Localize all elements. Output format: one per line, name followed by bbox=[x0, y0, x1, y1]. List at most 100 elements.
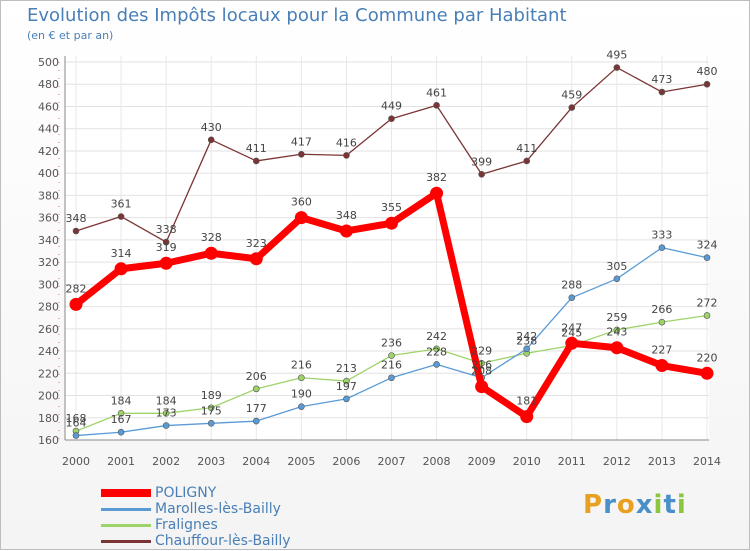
legend-item: Chauffour-lès-Bailly bbox=[101, 533, 361, 549]
data-label: 416 bbox=[336, 136, 357, 149]
data-label: 360 bbox=[291, 196, 312, 209]
x-tick-label: 2007 bbox=[378, 455, 406, 468]
data-point bbox=[385, 216, 398, 230]
legend-label: POLIGNY bbox=[155, 485, 217, 501]
legend-label: Chauffour-lès-Bailly bbox=[155, 533, 291, 549]
plot-area bbox=[65, 56, 709, 440]
data-label: 177 bbox=[246, 402, 267, 415]
data-point bbox=[703, 254, 711, 261]
data-label: 184 bbox=[156, 394, 177, 407]
y-tick-label: 180 bbox=[38, 412, 59, 425]
proxiti-logo: Proxiti bbox=[583, 490, 687, 520]
y-tick-label: 220 bbox=[38, 367, 59, 380]
data-point bbox=[520, 410, 534, 424]
data-point bbox=[252, 385, 260, 393]
y-tick-label: 280 bbox=[38, 301, 59, 314]
x-tick-label: 2002 bbox=[152, 455, 180, 468]
data-label: 430 bbox=[201, 121, 222, 134]
data-point bbox=[523, 345, 531, 353]
data-point bbox=[204, 246, 218, 260]
x-tick-label: 2014 bbox=[693, 455, 721, 468]
data-point bbox=[117, 428, 125, 436]
data-label: 411 bbox=[516, 142, 537, 155]
y-tick-label: 240 bbox=[38, 345, 59, 358]
legend-item: Marolles-lès-Bailly bbox=[101, 501, 361, 517]
data-point bbox=[207, 420, 215, 427]
data-label: 213 bbox=[336, 362, 357, 375]
data-label: 323 bbox=[246, 237, 267, 250]
data-label: 164 bbox=[66, 417, 87, 430]
y-tick-label: 400 bbox=[38, 167, 59, 180]
logo-letter: x bbox=[635, 490, 654, 520]
data-label: 236 bbox=[381, 337, 402, 350]
y-tick-label: 160 bbox=[38, 434, 59, 447]
data-label: 259 bbox=[606, 311, 627, 324]
data-label: 167 bbox=[111, 413, 132, 426]
data-label: 288 bbox=[561, 279, 582, 292]
chart-subtitle: (en € et par an) bbox=[27, 29, 114, 42]
data-point bbox=[117, 213, 125, 220]
x-tick-label: 2013 bbox=[648, 455, 676, 468]
x-tick-label: 2005 bbox=[287, 455, 315, 468]
data-point bbox=[523, 157, 531, 165]
data-point bbox=[610, 341, 624, 355]
data-label: 245 bbox=[561, 327, 582, 340]
data-point bbox=[294, 211, 308, 225]
y-tick-label: 500 bbox=[38, 56, 59, 69]
legend-label: Fralignes bbox=[155, 517, 218, 533]
logo-letter: i bbox=[676, 490, 687, 520]
x-tick-label: 2010 bbox=[513, 455, 541, 468]
data-point bbox=[568, 294, 576, 301]
y-tick-label: 480 bbox=[38, 78, 59, 91]
data-point bbox=[343, 377, 350, 385]
data-label: 216 bbox=[471, 359, 492, 372]
legend-swatch bbox=[101, 524, 151, 527]
data-point bbox=[703, 312, 711, 319]
data-label: 227 bbox=[651, 344, 672, 357]
data-point bbox=[159, 256, 173, 270]
data-label: 473 bbox=[651, 73, 672, 86]
legend-label: Marolles-lès-Bailly bbox=[155, 501, 281, 517]
data-point bbox=[162, 422, 170, 429]
data-point bbox=[388, 115, 395, 122]
data-point bbox=[207, 404, 215, 412]
data-label: 480 bbox=[697, 65, 718, 78]
y-tick-label: 380 bbox=[38, 189, 59, 202]
data-label: 348 bbox=[66, 212, 87, 225]
data-point bbox=[114, 262, 128, 276]
y-tick-label: 200 bbox=[38, 390, 59, 403]
data-label: 399 bbox=[471, 155, 492, 168]
x-tick-label: 2001 bbox=[107, 455, 135, 468]
data-point bbox=[343, 152, 350, 159]
data-point bbox=[613, 64, 621, 71]
x-tick-label: 2003 bbox=[197, 455, 225, 468]
chart-legend: POLIGNY Marolles-lès-Bailly Fralignes Chauf… bbox=[101, 485, 361, 549]
logo-letter: t bbox=[663, 490, 677, 520]
data-label: 382 bbox=[426, 171, 447, 184]
data-point bbox=[162, 238, 170, 246]
data-label: 333 bbox=[651, 229, 672, 242]
data-point bbox=[72, 432, 80, 439]
data-point bbox=[658, 318, 666, 326]
data-label: 216 bbox=[381, 359, 402, 372]
data-label: 168 bbox=[66, 412, 87, 425]
y-tick-label: 300 bbox=[38, 278, 59, 291]
data-point bbox=[430, 186, 444, 200]
data-label: 348 bbox=[336, 209, 357, 222]
legend-swatch bbox=[101, 508, 151, 511]
data-point bbox=[388, 374, 395, 382]
x-tick-label: 2009 bbox=[468, 455, 496, 468]
data-label: 324 bbox=[697, 239, 718, 252]
data-point bbox=[339, 224, 353, 238]
data-label: 243 bbox=[606, 326, 627, 339]
y-tick-label: 460 bbox=[38, 100, 59, 113]
data-label: 305 bbox=[606, 260, 627, 273]
x-tick-label: 2000 bbox=[62, 455, 90, 468]
data-label: 319 bbox=[156, 241, 177, 254]
data-label: 338 bbox=[156, 223, 177, 236]
y-tick-label: 340 bbox=[38, 234, 59, 247]
data-label: 282 bbox=[66, 282, 87, 295]
data-point bbox=[117, 410, 125, 417]
data-point bbox=[388, 352, 395, 359]
